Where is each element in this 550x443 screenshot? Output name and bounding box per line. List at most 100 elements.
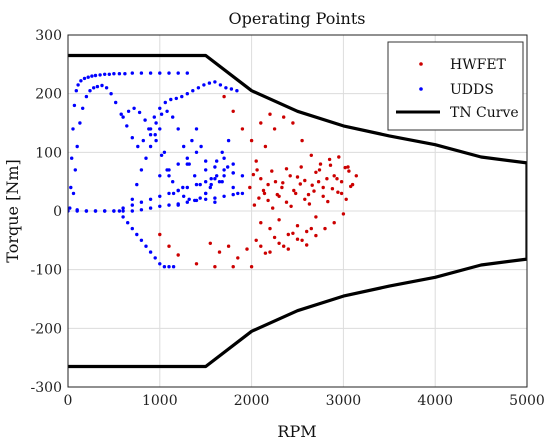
hwfet-point <box>354 174 358 178</box>
udds-point <box>132 106 136 111</box>
hwfet-point <box>341 212 346 216</box>
udds-point <box>176 188 180 193</box>
hwfet-point <box>273 180 278 184</box>
hwfet-point <box>266 198 270 203</box>
udds-point <box>171 265 176 269</box>
hwfet-point <box>292 188 296 193</box>
udds-point <box>167 174 171 178</box>
hwfet-point <box>339 180 344 184</box>
udds-point <box>117 209 122 213</box>
hwfet-point <box>300 138 304 143</box>
udds-point <box>154 138 158 143</box>
udds-point <box>103 209 107 213</box>
udds-point <box>204 159 208 163</box>
x-tick-label: 2000 <box>234 393 270 409</box>
y-tick-label: 0 <box>53 204 62 220</box>
udds-point <box>171 191 176 196</box>
udds-point <box>139 168 144 172</box>
udds-point <box>231 162 235 166</box>
hwfet-point <box>268 226 272 231</box>
udds-point <box>130 197 134 201</box>
y-tick-label: 200 <box>35 87 62 103</box>
hwfet-point <box>286 247 290 251</box>
udds-point <box>143 118 147 122</box>
hwfet-point <box>259 121 263 125</box>
hwfet-point <box>259 177 263 181</box>
legend-box <box>387 41 524 131</box>
legend-label-udds: UDDS <box>450 82 494 98</box>
hwfet-point <box>305 243 309 247</box>
hwfet-point <box>314 215 318 219</box>
udds-point <box>193 174 197 178</box>
udds-point <box>176 202 180 206</box>
udds-point <box>209 177 213 181</box>
udds-point <box>144 244 148 248</box>
y-axis-label: Torque [Nm] <box>3 159 22 262</box>
udds-point <box>209 182 213 187</box>
hwfet-point <box>271 206 275 210</box>
hwfet-point <box>282 244 286 248</box>
hwfet-point <box>259 221 263 225</box>
udds-point <box>176 162 180 166</box>
hwfet-point <box>307 202 312 206</box>
hwfet-point <box>249 138 254 143</box>
udds-point <box>187 162 191 166</box>
udds-point <box>213 177 217 181</box>
udds-point <box>158 194 162 198</box>
hwfet-point <box>263 144 268 149</box>
udds-point <box>81 106 85 111</box>
udds-point <box>240 174 245 178</box>
hwfet-point <box>266 182 270 187</box>
hwfet-point <box>295 237 300 241</box>
hwfet-point <box>284 167 289 171</box>
hwfet-point <box>236 256 240 260</box>
hwfet-point <box>310 183 314 187</box>
udds-point <box>224 86 228 90</box>
udds-point <box>159 153 164 157</box>
udds-point <box>148 71 153 75</box>
hwfet-point <box>257 196 261 200</box>
udds-point <box>158 106 162 111</box>
udds-point <box>144 156 148 160</box>
udds-point <box>126 109 131 114</box>
udds-point <box>187 197 191 201</box>
udds-point <box>71 127 75 131</box>
y-tick-label: -200 <box>31 321 62 337</box>
udds-point <box>112 209 116 213</box>
hwfet-point <box>284 200 289 204</box>
udds-point <box>158 174 162 178</box>
hwfet-point <box>336 190 340 194</box>
udds-point <box>185 200 189 204</box>
udds-point <box>213 80 217 84</box>
udds-point <box>181 185 185 190</box>
udds-point <box>222 194 226 198</box>
udds-point <box>182 144 186 149</box>
hwfet-point <box>335 177 339 181</box>
udds-point <box>153 133 157 137</box>
hwfet-point <box>346 165 350 169</box>
hwfet-point <box>347 169 351 173</box>
udds-point <box>130 136 134 140</box>
hwfet-point <box>298 182 302 186</box>
udds-point <box>167 191 171 196</box>
series-hwfet <box>158 94 358 269</box>
udds-point <box>215 174 219 178</box>
hwfet-point <box>306 192 311 197</box>
udds-point <box>204 180 208 184</box>
udds-point <box>162 265 167 269</box>
hwfet-point <box>208 241 212 245</box>
udds-point <box>68 206 72 210</box>
udds-point <box>121 209 125 213</box>
udds-point <box>174 96 178 101</box>
udds-point <box>103 72 107 77</box>
udds-point <box>139 200 144 204</box>
hwfet-point <box>344 197 348 201</box>
udds-point <box>218 83 223 87</box>
udds-point <box>135 232 139 237</box>
hwfet-point <box>240 127 245 131</box>
hwfet-point <box>167 244 171 248</box>
udds-point <box>69 185 73 190</box>
udds-point <box>119 112 123 116</box>
chart-title: Operating Points <box>228 9 365 28</box>
hwfet-point <box>339 191 344 196</box>
